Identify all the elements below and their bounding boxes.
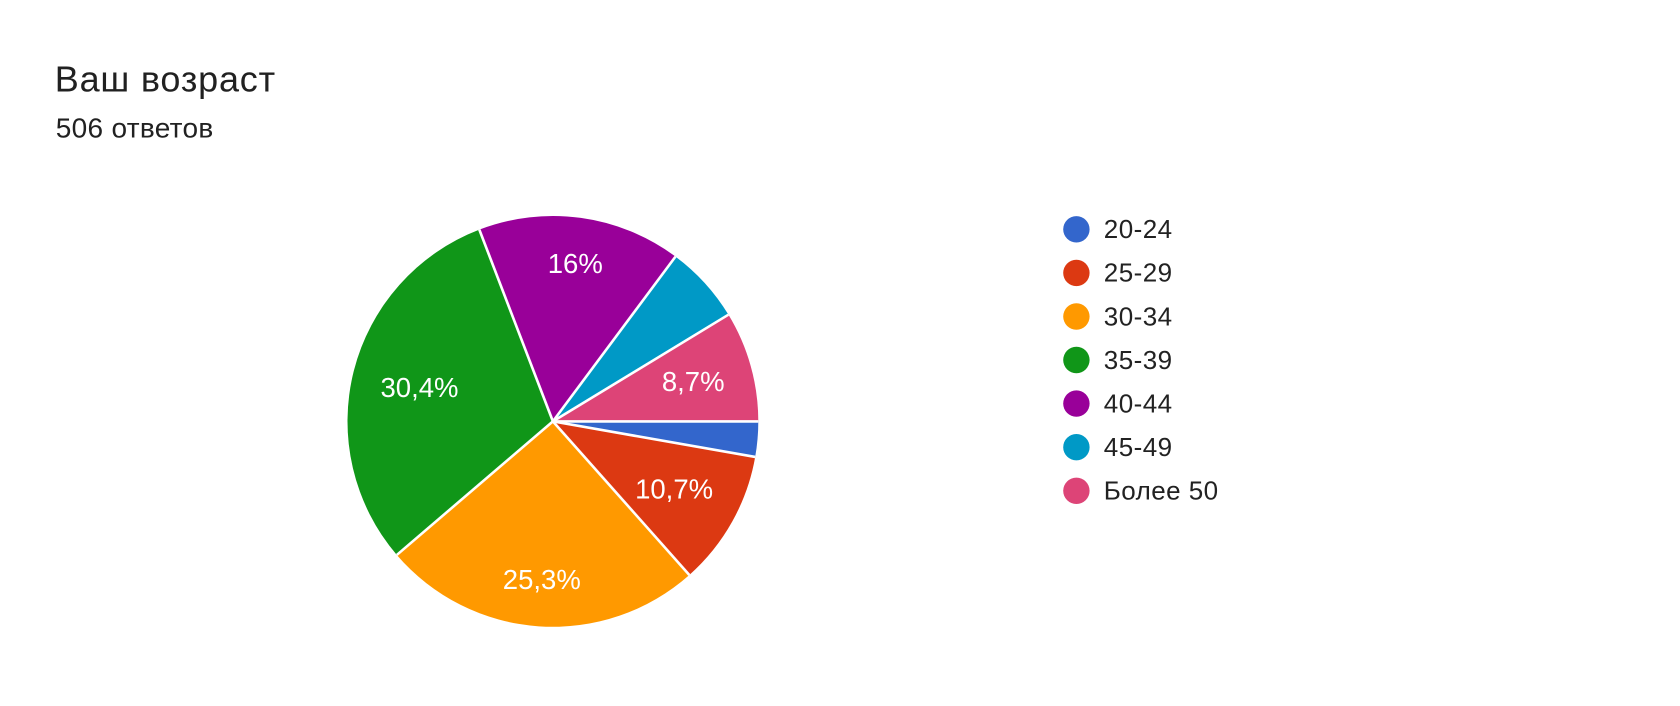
svg-text:30,4%: 30,4%: [381, 372, 459, 403]
svg-text:40-44: 40-44: [1104, 388, 1173, 418]
svg-text:35-39: 35-39: [1104, 345, 1173, 375]
svg-text:Более 50: Более 50: [1104, 476, 1219, 506]
svg-text:20-24: 20-24: [1104, 214, 1173, 244]
svg-text:45-49: 45-49: [1104, 432, 1173, 462]
svg-text:10,7%: 10,7%: [635, 474, 713, 505]
svg-text:8,7%: 8,7%: [662, 366, 725, 397]
svg-text:30-34: 30-34: [1104, 301, 1173, 331]
svg-text:16%: 16%: [548, 248, 603, 279]
svg-text:25-29: 25-29: [1104, 258, 1173, 288]
svg-text:Ваш возраст: Ваш возраст: [55, 58, 276, 99]
svg-text:506 ответов: 506 ответов: [56, 113, 214, 144]
svg-text:25,3%: 25,3%: [503, 564, 581, 595]
